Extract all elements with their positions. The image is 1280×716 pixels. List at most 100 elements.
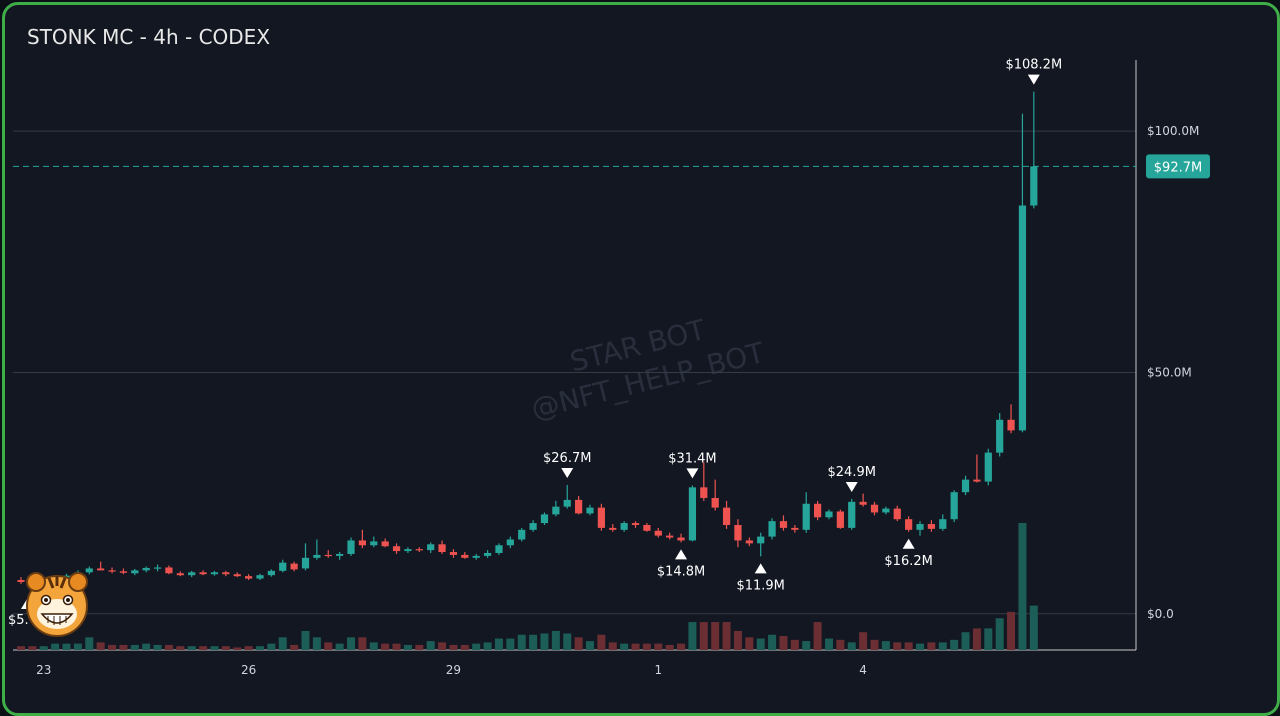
tiger-face-icon[interactable]	[26, 572, 88, 637]
candle-body	[506, 539, 514, 546]
volume-bar	[540, 633, 549, 650]
candle-body	[62, 575, 71, 578]
candle-body	[222, 572, 230, 575]
volume-bar	[677, 643, 686, 650]
candle-body	[814, 503, 822, 518]
marker-down-icon	[1027, 74, 1040, 85]
volume-bar	[255, 646, 264, 650]
candle-body	[108, 570, 116, 572]
candle-body	[131, 570, 139, 574]
volume-bar	[267, 643, 276, 650]
volume-bar	[654, 643, 663, 650]
volume-bar	[96, 642, 105, 650]
candle-body	[939, 519, 947, 529]
volume-bar	[221, 646, 230, 650]
volume-bar	[563, 633, 572, 650]
volume-bars	[17, 523, 1038, 650]
partial-low-label: $5.	[8, 613, 29, 628]
volume-bar	[972, 628, 981, 650]
volume-bar	[916, 643, 925, 650]
chart-title: STONK MC - 4h - CODEX	[27, 25, 271, 49]
marker-up-icon	[754, 563, 767, 574]
volume-bar	[711, 622, 720, 650]
volume-bar	[961, 632, 970, 650]
candlestick-chart[interactable]: STAR BOT@NFT_HELP_BOT $26.7M $31.4M $14.8M…	[5, 5, 1277, 713]
volume-bar	[1007, 611, 1016, 650]
candle-body	[245, 576, 253, 579]
low-label: $16.2M	[884, 554, 932, 569]
volume-bar	[415, 644, 424, 650]
candle-body	[301, 557, 310, 569]
y-tick-label: $50.0M	[1147, 365, 1192, 379]
volume-bar	[790, 639, 799, 650]
volume-bar	[438, 642, 447, 650]
volume-bar	[130, 644, 139, 650]
volume-bar	[278, 637, 287, 650]
candle-body	[870, 504, 879, 513]
grid-lines	[13, 60, 1137, 651]
volume-bar	[73, 643, 82, 650]
volume-bar	[893, 642, 902, 650]
candle-body	[1007, 419, 1015, 431]
marker-down-icon	[561, 467, 574, 478]
volume-bar	[153, 644, 162, 650]
volume-bar	[28, 646, 37, 650]
candle-body	[210, 572, 219, 575]
volume-bar	[233, 647, 242, 650]
candle-body	[927, 524, 935, 529]
volume-bar	[995, 618, 1004, 650]
volume-bar	[335, 643, 344, 650]
volume-bar	[347, 637, 356, 650]
candle-body	[165, 567, 173, 574]
marker-down-icon	[845, 481, 858, 492]
x-tick-label: 29	[446, 663, 461, 677]
candle-body	[836, 511, 844, 528]
avatar-ear	[68, 572, 88, 592]
x-tick-label: 23	[36, 663, 51, 677]
volume-bar	[301, 630, 310, 650]
current-price[interactable]: $92.7M	[1146, 154, 1210, 179]
volume-bar	[779, 636, 788, 650]
volume-bar	[403, 644, 412, 650]
volume-bar	[176, 646, 185, 650]
annotations: $26.7M $31.4M $14.8M $11.9M $24.9M $16.2M $108…	[8, 58, 1062, 628]
marker-up-icon	[902, 538, 915, 549]
high-label: $24.9M	[828, 465, 876, 480]
avatar-pupil	[44, 598, 48, 602]
candle-body	[188, 572, 196, 576]
volume-bar	[187, 646, 196, 650]
x-tick-label: 1	[654, 663, 662, 677]
candle-body	[336, 553, 344, 556]
high-label: $31.4M	[668, 451, 716, 466]
price-badge-label: $92.7M	[1154, 160, 1202, 175]
candle-body	[267, 570, 275, 576]
candle-body	[563, 499, 571, 507]
candle-body	[153, 567, 162, 569]
volume-bar	[142, 643, 151, 650]
volume-bar	[745, 637, 754, 650]
candle-body	[779, 521, 788, 528]
candles	[17, 91, 1038, 586]
volume-bar	[358, 637, 367, 650]
candle-body	[711, 497, 719, 508]
volume-bar	[904, 642, 913, 650]
candle-body	[1030, 166, 1038, 206]
candle-body	[893, 508, 901, 520]
volume-bar	[631, 643, 640, 650]
candle-body	[256, 575, 264, 579]
volume-bar	[312, 637, 321, 650]
volume-bar	[210, 646, 219, 650]
volume-bar	[938, 642, 947, 650]
candle-body	[791, 527, 799, 530]
x-tick-label: 26	[241, 663, 256, 677]
marker-up-icon	[675, 549, 688, 560]
avatar-pupil	[66, 598, 70, 602]
candle-body	[745, 540, 753, 544]
volume-bar	[813, 622, 822, 650]
volume-bar	[51, 643, 60, 650]
candle-body	[233, 574, 241, 577]
candle-body	[97, 568, 105, 571]
candle-body	[961, 479, 970, 493]
volume-bar	[756, 638, 765, 650]
